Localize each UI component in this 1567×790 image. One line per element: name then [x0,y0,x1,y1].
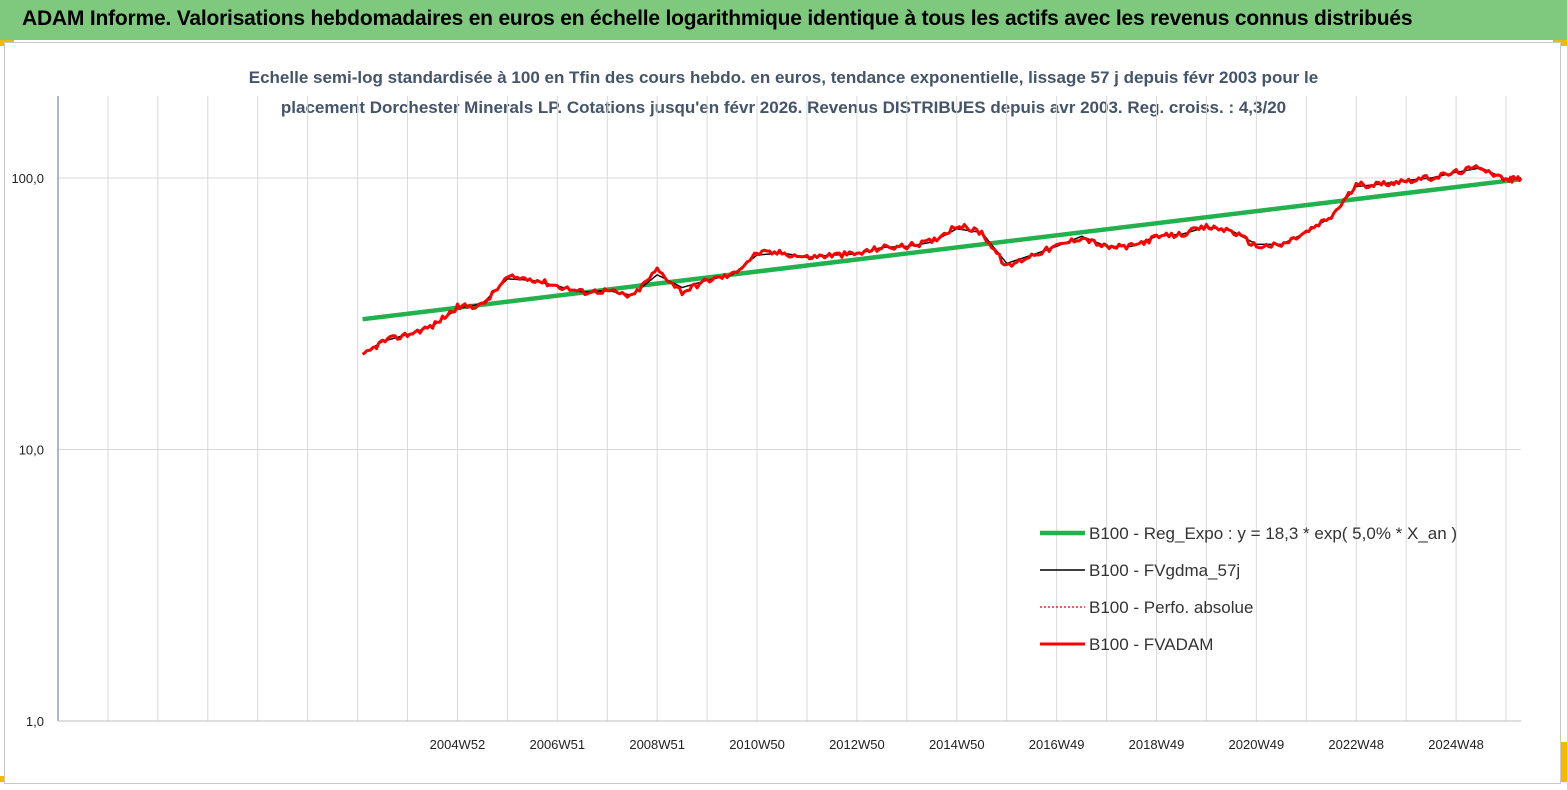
x-tick-label: 2022W48 [1328,737,1384,752]
x-tick-label: 2020W49 [1229,737,1285,752]
legend-label-trend: B100 - Reg_Expo : y = 18,3 * exp( 5,0% *… [1089,524,1457,543]
series-line-adam [361,164,1523,356]
x-tick-label: 2014W50 [929,737,985,752]
legend-label-perf: B100 - Perfo. absolue [1089,598,1253,617]
x-tick-label: 2018W49 [1129,737,1185,752]
x-tick-label: 2008W51 [629,737,685,752]
x-tick-label: 2016W49 [1029,737,1085,752]
x-tick-label: 2004W52 [430,737,486,752]
y-tick-label: 10,0 [19,443,44,458]
y-tick-label: 1,0 [26,714,44,729]
x-tick-label: 2010W50 [729,737,785,752]
x-tick-label: 2012W50 [829,737,885,752]
legend-label-smooth: B100 - FVgdma_57j [1089,561,1240,580]
x-tick-label: 2024W48 [1428,737,1484,752]
series-line-trend [362,176,1522,322]
x-tick-label: 2006W51 [529,737,585,752]
y-tick-label: 100,0 [11,171,44,186]
page-title: ADAM Informe. Valorisations hebdomadaire… [22,7,1413,30]
legend-label-adam: B100 - FVADAM [1089,635,1213,654]
chart-title-line-2: placement Dorchester Minerals LP. Cotati… [280,98,1287,117]
corner-marker-bottom-right [1560,742,1567,782]
title-banner: ADAM Informe. Valorisations hebdomadaire… [0,0,1567,40]
chart-title-line-1: Echelle semi-log standardisée à 100 en T… [248,68,1319,87]
chart-area [4,42,1561,784]
